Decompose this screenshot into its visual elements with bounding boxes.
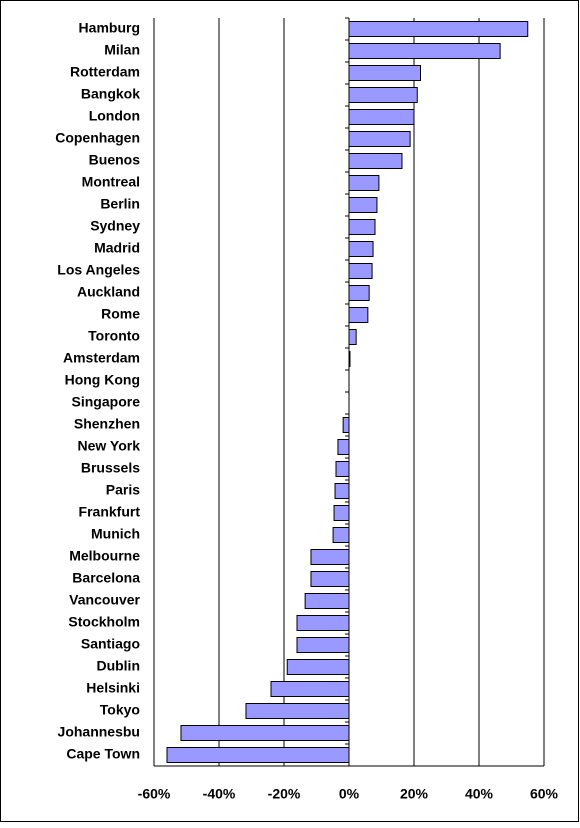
bar (310, 571, 350, 587)
bar (348, 263, 373, 279)
bar (333, 505, 350, 521)
bar (348, 285, 370, 301)
bar (348, 175, 380, 191)
y-tick-label: London (89, 108, 140, 124)
bar (337, 439, 350, 455)
bar (332, 527, 350, 543)
bar (335, 461, 350, 477)
bar (348, 197, 378, 213)
x-tick-label: 0% (339, 786, 360, 802)
y-tick-label: Madrid (94, 240, 140, 256)
bar (304, 593, 350, 609)
bar (348, 109, 415, 125)
bar (286, 659, 350, 675)
y-tick-label: Shenzhen (74, 416, 140, 432)
y-tick-label: Barcelona (72, 570, 140, 586)
bar (348, 351, 351, 367)
y-tick-label: Vancouver (69, 592, 140, 608)
y-tick-label: Frankfurt (79, 504, 141, 520)
y-tick-label: Stockholm (68, 614, 140, 630)
y-tick-label: Munich (91, 526, 140, 542)
bar (348, 43, 501, 59)
y-tick-label: Amsterdam (63, 350, 140, 366)
x-tick-label: 20% (400, 786, 429, 802)
bar (348, 21, 529, 37)
bar (348, 131, 411, 147)
y-tick-label: Hamburg (79, 20, 140, 36)
y-tick-label: Bangkok (81, 86, 140, 102)
y-tick-label: Auckland (77, 284, 140, 300)
bar (348, 307, 369, 323)
bar (334, 483, 350, 499)
x-tick-label: -20% (268, 786, 301, 802)
y-tick-label: Brussels (81, 460, 140, 476)
y-tick-label: Santiago (81, 636, 140, 652)
bar (270, 681, 350, 697)
bar (342, 417, 350, 433)
y-tick-label: Berlin (100, 196, 140, 212)
bar (166, 747, 350, 763)
y-tick-label: Los Angeles (57, 262, 140, 278)
y-tick-label: Toronto (88, 328, 140, 344)
y-tick-label: Tokyo (100, 702, 140, 718)
bar (245, 703, 350, 719)
bar (348, 241, 374, 257)
bar (296, 637, 350, 653)
bar (348, 329, 357, 345)
y-tick-label: New York (77, 438, 140, 454)
y-tick-label: Helsinki (86, 680, 140, 696)
y-tick-label: Paris (106, 482, 140, 498)
y-tick-label: Rotterdam (70, 64, 140, 80)
x-tick-label: 40% (465, 786, 494, 802)
bar (296, 615, 350, 631)
y-tick-label: Hong Kong (65, 372, 140, 388)
bar (348, 153, 403, 169)
y-tick-label: Buenos (89, 152, 141, 168)
y-tick-label: Melbourne (69, 548, 140, 564)
bar (180, 725, 350, 741)
bar (348, 87, 418, 103)
y-tick-label: Singapore (72, 394, 141, 410)
x-tick-label: 60% (530, 786, 559, 802)
y-tick-label: Milan (104, 42, 140, 58)
y-tick-label: Johannesbu (58, 724, 140, 740)
y-tick-label: Dublin (96, 658, 140, 674)
bar (348, 65, 421, 81)
y-tick-label: Rome (101, 306, 140, 322)
y-tick-label: Copenhagen (55, 130, 140, 146)
x-tick-label: -60% (138, 786, 171, 802)
y-tick-label: Cape Town (66, 746, 140, 762)
x-tick-label: -40% (203, 786, 236, 802)
bar (310, 549, 350, 565)
bar (348, 219, 376, 235)
y-tick-label: Sydney (90, 218, 140, 234)
y-tick-label: Montreal (82, 174, 140, 190)
